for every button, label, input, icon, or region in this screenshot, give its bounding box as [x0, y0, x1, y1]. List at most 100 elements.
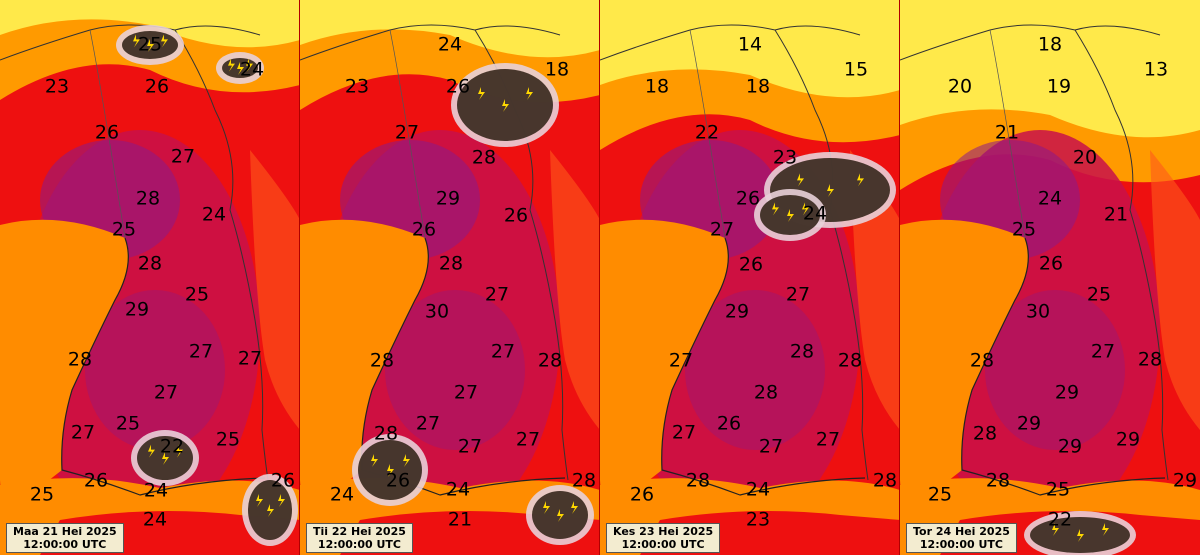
temperature-label: 28: [789, 340, 815, 363]
temperature-label: 28: [571, 469, 597, 492]
thunderstorm-cell: [451, 63, 559, 147]
lightning-icon: [148, 444, 155, 458]
temperature-label: 25: [1086, 283, 1112, 306]
temperature-label: 27: [153, 381, 179, 404]
lightning-icon: [256, 494, 263, 507]
forecast-time-label: Tii 22 Hei 2025 12:00:00 UTC: [306, 523, 413, 553]
forecast-time: 12:00:00 UTC: [23, 538, 107, 551]
lightning-icon: [802, 202, 809, 216]
lightning-icon: [502, 99, 509, 112]
temperature-label: 27: [394, 121, 420, 144]
forecast-time-label: Kes 23 Hei 2025 12:00:00 UTC: [606, 523, 721, 553]
forecast-panel-day-2: 24 18 23 26 27 28 29 26 26 28 27 30 28 27 28 27 27 28 27 27…: [300, 0, 600, 555]
lightning-icon: [571, 501, 578, 514]
lightning-icon: [797, 173, 804, 187]
temperature-label: 13: [1143, 58, 1169, 81]
temperature-label: 24: [143, 479, 169, 502]
lightning-icon: [403, 454, 410, 467]
temperature-label: 27: [457, 435, 483, 458]
temperature-label: 28: [537, 349, 563, 372]
map-background: [900, 0, 1200, 555]
lightning-icon: [387, 464, 394, 477]
temperature-label: 25: [111, 218, 137, 241]
temperature-label: 28: [753, 381, 779, 404]
temperature-label: 28: [135, 187, 161, 210]
temperature-label: 29: [1172, 469, 1198, 492]
temperature-label: 28: [985, 469, 1011, 492]
temperature-label: 20: [1072, 146, 1098, 169]
thunderstorm-cell: [242, 474, 298, 546]
temperature-label: 26: [738, 253, 764, 276]
temperature-label: 28: [369, 349, 395, 372]
lightning-icon: [371, 454, 378, 467]
temperature-label: 27: [785, 283, 811, 306]
temperature-label: 20: [947, 75, 973, 98]
lightning-icon: [478, 87, 485, 100]
lightning-icon: [827, 184, 834, 197]
temperature-label: 15: [843, 58, 869, 81]
temperature-label: 25: [1045, 478, 1071, 501]
lightning-icon: [857, 173, 864, 187]
temperature-label: 28: [837, 349, 863, 372]
temperature-label: 23: [344, 75, 370, 98]
temperature-label: 30: [424, 300, 450, 323]
temperature-label: 30: [1025, 300, 1051, 323]
temperature-label: 24: [239, 58, 265, 81]
lightning-icon: [162, 452, 169, 465]
temperature-label: 24: [142, 508, 168, 531]
temperature-label: 26: [735, 187, 761, 210]
lightning-icon: [237, 62, 244, 75]
map-background: [300, 0, 599, 555]
temperature-label: 27: [170, 145, 196, 168]
lightning-icon: [147, 39, 154, 52]
forecast-time-label: Tor 24 Hei 2025 12:00:00 UTC: [906, 523, 1017, 553]
temperature-label: 24: [445, 478, 471, 501]
temperature-label: 26: [716, 412, 742, 435]
temperature-label: 27: [453, 381, 479, 404]
temperature-label: 26: [144, 75, 170, 98]
temperature-label: 21: [1103, 203, 1129, 226]
temperature-label: 28: [969, 349, 995, 372]
lightning-icon: [787, 209, 794, 222]
temperature-label: 26: [83, 469, 109, 492]
temperature-label: 24: [745, 478, 771, 501]
lightning-icon: [267, 504, 274, 517]
lightning-icon: [1052, 523, 1059, 536]
temperature-label: 21: [994, 121, 1020, 144]
temperature-label: 25: [29, 483, 55, 506]
temperature-label: 28: [67, 348, 93, 371]
lightning-icon: [176, 444, 183, 458]
forecast-date: Tii 22 Hei 2025: [313, 525, 406, 538]
temperature-label: 27: [415, 412, 441, 435]
temperature-label: 27: [490, 340, 516, 363]
temperature-label: 24: [437, 33, 463, 56]
temperature-label: 25: [215, 428, 241, 451]
thunderstorm-cell: [131, 430, 199, 486]
temperature-label: 25: [115, 412, 141, 435]
temperature-label: 29: [435, 187, 461, 210]
temperature-label: 18: [544, 58, 570, 81]
temperature-label: 28: [1137, 348, 1163, 371]
temperature-label: 26: [1038, 252, 1064, 275]
temperature-label: 28: [137, 252, 163, 275]
temperature-label: 14: [737, 33, 763, 56]
temperature-label: 27: [709, 218, 735, 241]
temperature-label: 28: [872, 469, 898, 492]
map-background: [600, 0, 899, 555]
temperature-label: 18: [644, 75, 670, 98]
temperature-label: 27: [484, 283, 510, 306]
forecast-time-label: Maa 21 Hei 2025 12:00:00 UTC: [6, 523, 124, 553]
temperature-label: 28: [471, 146, 497, 169]
forecast-time: 12:00:00 UTC: [621, 538, 705, 551]
temperature-label: 24: [329, 483, 355, 506]
temperature-label: 23: [44, 75, 70, 98]
lightning-icon: [557, 509, 564, 522]
thunderstorm-cell: [754, 189, 826, 241]
lightning-icon: [278, 494, 285, 507]
thunderstorm-cell: [1024, 511, 1136, 555]
temperature-label: 26: [503, 204, 529, 227]
temperature-label: 27: [1090, 340, 1116, 363]
forecast-date: Maa 21 Hei 2025: [13, 525, 117, 538]
forecast-time: 12:00:00 UTC: [919, 538, 1003, 551]
